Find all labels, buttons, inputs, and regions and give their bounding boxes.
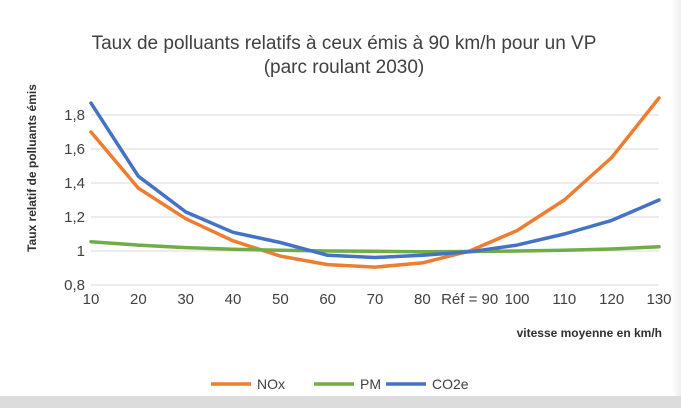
series-line-nox — [89, 96, 661, 269]
series-line-co2e — [89, 101, 661, 260]
y-tick-label: 0,8 — [64, 277, 85, 294]
y-tick-label: 1,2 — [64, 209, 85, 226]
x-tick-labels: 10 20 30 40 50 60 70 80 Réf = 90 100 110 120 130 — [83, 291, 672, 308]
chart-title-line1: Taux de polluants relatifs à ceux émis à… — [92, 33, 597, 54]
y-tick-label: 1 — [77, 243, 85, 260]
x-tick-label: 10 — [83, 291, 100, 308]
y-tick-labels: 0,8 1 1,2 1,4 1,6 1,8 — [64, 107, 85, 294]
y-tick-label: 1,4 — [64, 175, 85, 192]
x-tick-label: 70 — [367, 291, 384, 308]
x-tick-label: 80 — [414, 291, 431, 308]
x-tick-label: 120 — [599, 291, 624, 308]
y-tick-label: 1,8 — [64, 107, 85, 124]
legend-label-pm: PM — [360, 376, 381, 392]
x-tick-label: 20 — [130, 291, 147, 308]
chart-title-line2: (parc roulant 2030) — [264, 57, 425, 78]
x-tick-label: 110 — [552, 291, 576, 308]
window-edge — [672, 0, 681, 396]
legend-label-co2e: CO2e — [432, 376, 469, 392]
x-tick-label: Réf = 90 — [441, 291, 498, 308]
x-tick-label: 50 — [272, 291, 289, 308]
x-tick-label: 40 — [225, 291, 242, 308]
legend: NOx PM CO2e — [211, 376, 469, 392]
x-tick-label: 30 — [177, 291, 194, 308]
x-axis-label: vitesse moyenne en km/h — [517, 326, 662, 340]
x-tick-label: 100 — [504, 291, 529, 308]
y-tick-label: 1,6 — [64, 141, 85, 158]
x-tick-label: 60 — [319, 291, 336, 308]
series-lines — [89, 96, 661, 269]
bottom-strip — [0, 396, 681, 408]
x-tick-label: 130 — [646, 291, 671, 308]
legend-label-nox: NOx — [257, 376, 285, 392]
series-line-pm — [89, 239, 661, 254]
grid-lines — [91, 114, 659, 286]
y-axis-label: Taux relatif de polluants émis — [25, 84, 39, 252]
